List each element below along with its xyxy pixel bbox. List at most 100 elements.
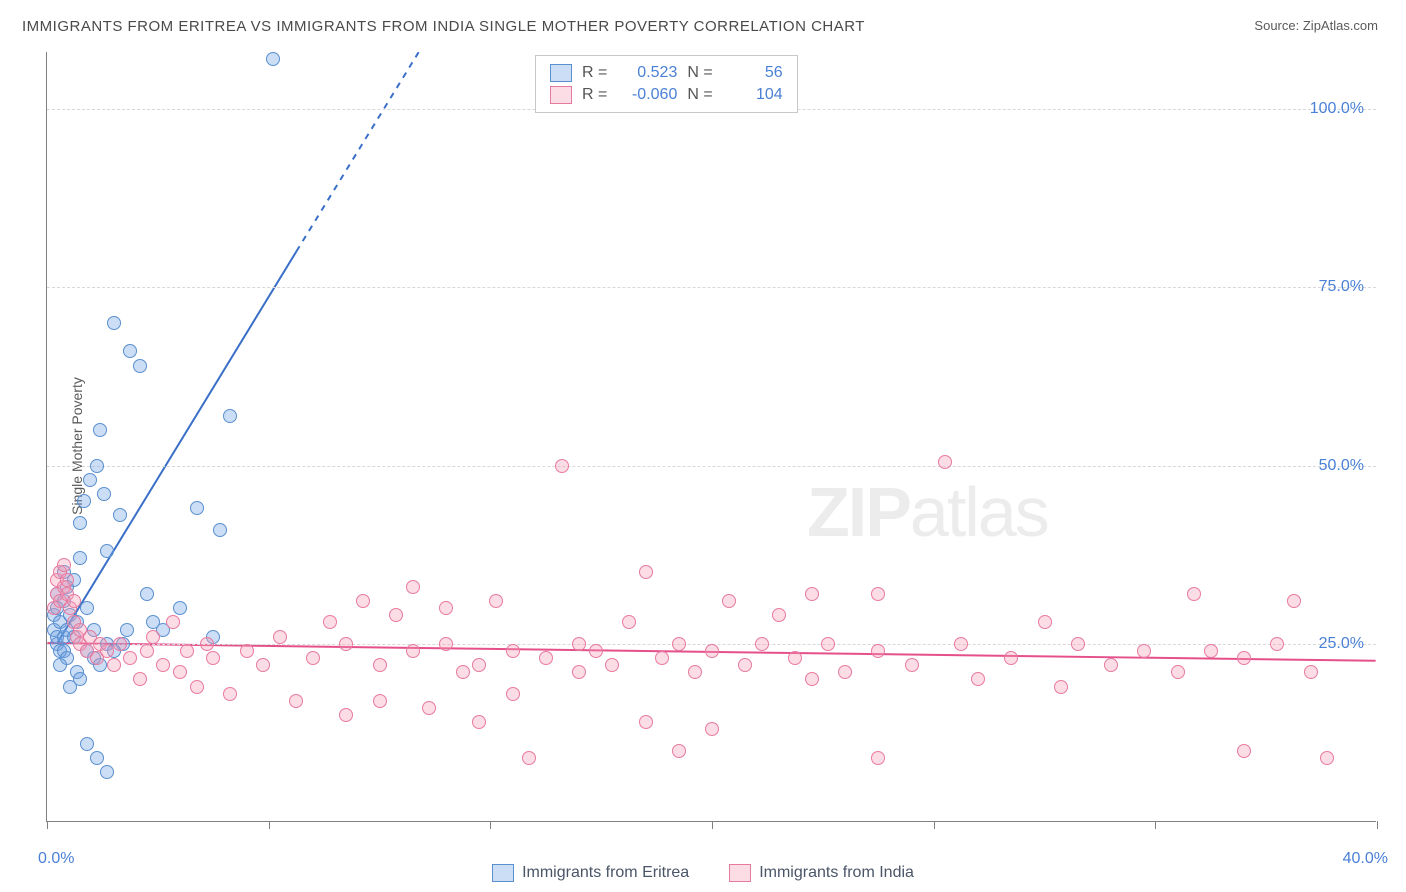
data-point [67, 594, 81, 608]
data-point [100, 544, 114, 558]
scatter-plot-area: ZIPatlas 25.0% 50.0% 75.0% 100.0% [46, 52, 1376, 822]
series-name: Immigrants from India [759, 864, 914, 882]
data-point [133, 672, 147, 686]
legend-item-india: Immigrants from India [729, 864, 914, 882]
data-point [123, 344, 137, 358]
data-point [722, 594, 736, 608]
gridline [47, 466, 1376, 467]
data-point [705, 722, 719, 736]
data-point [639, 565, 653, 579]
data-point [422, 701, 436, 715]
y-tick-label: 75.0% [1319, 278, 1364, 296]
data-point [738, 658, 752, 672]
data-point [206, 651, 220, 665]
source-attribution: Source: ZipAtlas.com [1254, 18, 1378, 33]
data-point [439, 637, 453, 651]
source-value: ZipAtlas.com [1303, 18, 1378, 33]
n-value: 56 [723, 64, 783, 82]
data-point [93, 423, 107, 437]
data-point [788, 651, 802, 665]
data-point [1137, 644, 1151, 658]
n-value: 104 [723, 86, 783, 104]
data-point [1104, 658, 1118, 672]
data-point [1071, 637, 1085, 651]
legend-item-eritrea: Immigrants from Eritrea [492, 864, 689, 882]
data-point [173, 665, 187, 679]
n-label: N = [687, 86, 712, 104]
data-point [406, 644, 420, 658]
data-point [190, 501, 204, 515]
gridline [47, 287, 1376, 288]
data-point [938, 455, 952, 469]
data-point [1270, 637, 1284, 651]
data-point [871, 751, 885, 765]
y-tick-label: 50.0% [1319, 457, 1364, 475]
data-point [273, 630, 287, 644]
data-point [100, 644, 114, 658]
data-point [146, 630, 160, 644]
data-point [180, 644, 194, 658]
data-point [200, 637, 214, 651]
data-point [166, 615, 180, 629]
data-point [772, 608, 786, 622]
data-point [266, 52, 280, 66]
data-point [80, 737, 94, 751]
data-point [672, 637, 686, 651]
data-point [572, 665, 586, 679]
data-point [805, 587, 819, 601]
y-tick-label: 25.0% [1319, 635, 1364, 653]
data-point [805, 672, 819, 686]
legend-row-eritrea: R = 0.523 N = 56 [550, 62, 783, 84]
data-point [73, 516, 87, 530]
data-point [289, 694, 303, 708]
source-label: Source: [1254, 18, 1299, 33]
data-point [905, 658, 919, 672]
legend-row-india: R = -0.060 N = 104 [550, 84, 783, 106]
x-tick [1377, 821, 1378, 829]
data-point [1204, 644, 1218, 658]
x-axis-min-label: 0.0% [38, 850, 74, 868]
data-point [97, 487, 111, 501]
watermark-bold: ZIP [807, 473, 910, 551]
data-point [83, 473, 97, 487]
data-point [1320, 751, 1334, 765]
data-point [53, 658, 67, 672]
n-label: N = [687, 64, 712, 82]
data-point [1004, 651, 1018, 665]
r-value: -0.060 [617, 86, 677, 104]
data-point [323, 615, 337, 629]
data-point [971, 672, 985, 686]
data-point [173, 601, 187, 615]
data-point [133, 359, 147, 373]
watermark-thin: atlas [910, 473, 1048, 551]
data-point [156, 658, 170, 672]
data-point [472, 715, 486, 729]
data-point [838, 665, 852, 679]
data-point [871, 644, 885, 658]
data-point [223, 687, 237, 701]
data-point [539, 651, 553, 665]
data-point [1237, 744, 1251, 758]
data-point [140, 587, 154, 601]
data-point [223, 409, 237, 423]
data-point [73, 672, 87, 686]
data-point [406, 580, 420, 594]
r-label: R = [582, 86, 607, 104]
y-tick-label: 100.0% [1310, 100, 1364, 118]
data-point [190, 680, 204, 694]
data-point [589, 644, 603, 658]
data-point [1287, 594, 1301, 608]
data-point [1038, 615, 1052, 629]
x-tick [1155, 821, 1156, 829]
data-point [240, 644, 254, 658]
data-point [522, 751, 536, 765]
data-point [755, 637, 769, 651]
data-point [77, 494, 91, 508]
swatch-india [550, 86, 572, 104]
data-point [472, 658, 486, 672]
data-point [456, 665, 470, 679]
series-name: Immigrants from Eritrea [522, 864, 689, 882]
data-point [871, 587, 885, 601]
data-point [688, 665, 702, 679]
data-point [107, 316, 121, 330]
